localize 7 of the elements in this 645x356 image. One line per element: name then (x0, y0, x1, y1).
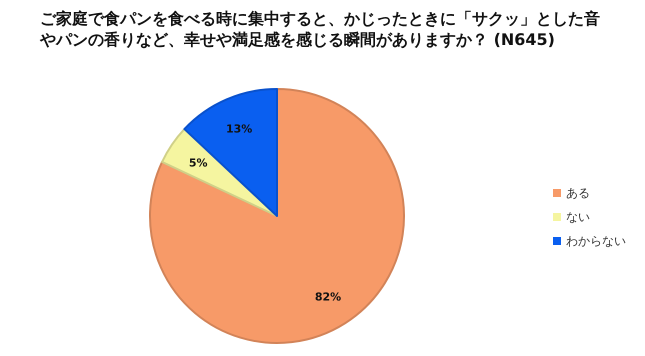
legend-label: わからない (566, 234, 626, 248)
legend-label: ない (566, 210, 590, 224)
data-label: 5% (188, 156, 208, 170)
data-label: 13% (226, 122, 252, 136)
legend-label: ある (566, 186, 590, 200)
data-label: 82% (314, 290, 342, 304)
chart-title: ご家庭で食パンを食べる時に集中すると、かじったときに「サクッ」とした音やパンの香りなど、幸せや満足感を感じる瞬間がありますか？ (N645) (40, 8, 601, 50)
